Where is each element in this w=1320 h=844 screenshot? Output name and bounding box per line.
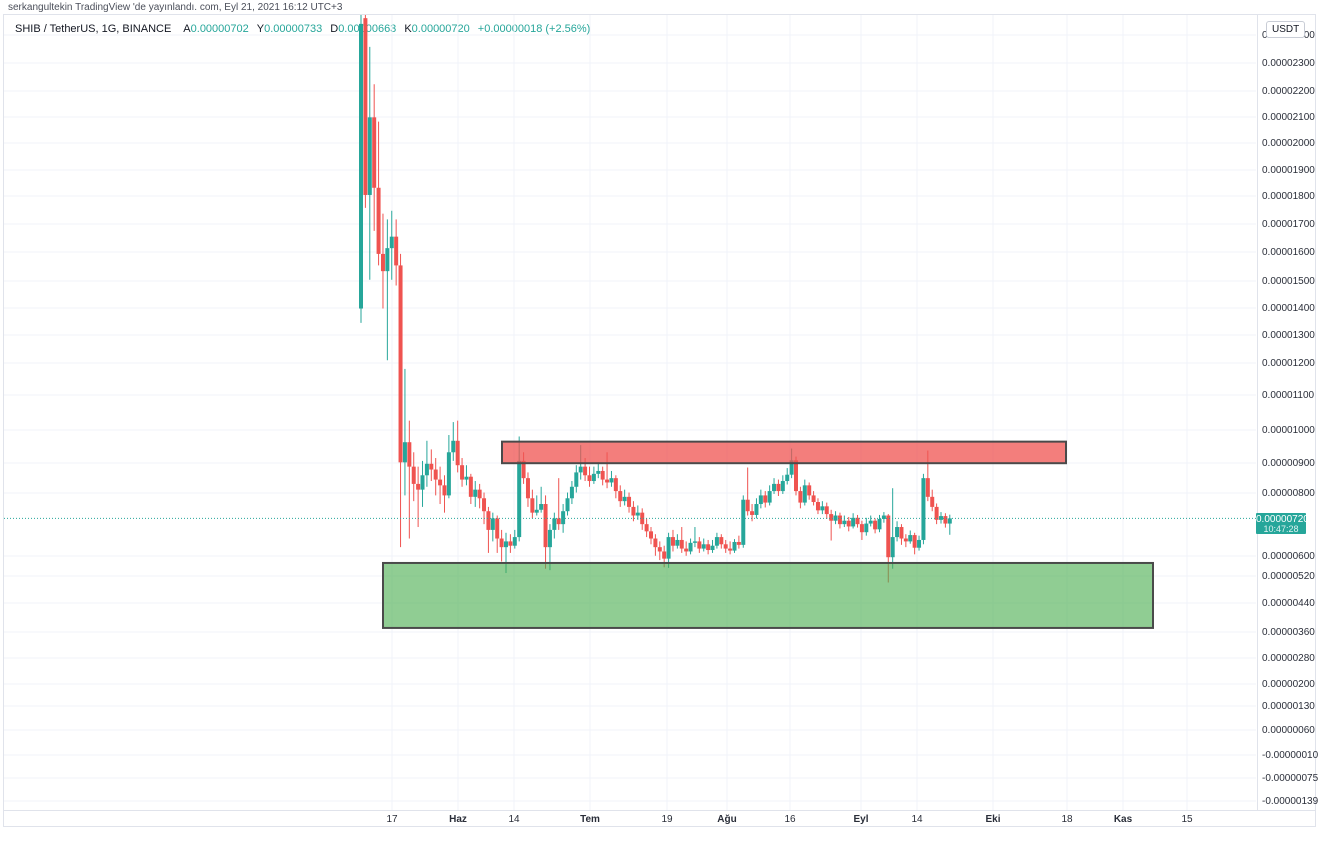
price-tick-label: -0.00000075 — [1262, 772, 1319, 784]
time-tick-label: Eki — [985, 814, 1001, 825]
price-tick-label: -0.00000010 — [1262, 749, 1319, 761]
ohlc-close: K0.00000720 — [404, 23, 470, 35]
price-tick-label: 0.00001800 — [1262, 190, 1315, 202]
time-tick-label: 18 — [1061, 814, 1073, 825]
price-tick-label: 0.00000440 — [1262, 597, 1315, 609]
price-tick-label: 0.00000520 — [1262, 570, 1315, 582]
time-tick-label: 14 — [508, 814, 520, 825]
price-tick-label: 0.00001600 — [1262, 246, 1315, 258]
price-tick-label: 0.00001100 — [1262, 389, 1315, 401]
price-tick-label: 0.00000060 — [1262, 724, 1315, 736]
price-tick-label: 0.00000600 — [1262, 550, 1315, 562]
price-tick-label: 0.00000280 — [1262, 652, 1315, 664]
currency-unit-button[interactable]: USDT — [1266, 21, 1306, 38]
change-value: +0.00000018 (+2.56%) — [477, 23, 591, 35]
time-tick-label: Haz — [449, 814, 467, 825]
ohlc-low: D0.00000663 — [330, 23, 397, 35]
chart-pane[interactable] — [4, 15, 1256, 810]
ohlc-high: Y0.00000733 — [256, 23, 323, 35]
price-tick-label: -0.00000139 — [1262, 795, 1319, 807]
price-tick-label: 0.00001200 — [1262, 357, 1315, 369]
ohlc-open: A0.00000702 — [183, 23, 249, 35]
price-tick-label: 0.00001300 — [1262, 329, 1315, 341]
price-tick-label: 0.00002300 — [1262, 57, 1315, 69]
time-tick-label: Eyl — [853, 814, 869, 825]
publish-attribution: serkangultekin TradingView 'de yayınland… — [8, 2, 343, 13]
footer-bar: TradingView — [0, 828, 1320, 844]
last-price-label: 0.00000720 10:47:28 — [1256, 513, 1309, 534]
time-tick-label: Tem — [580, 814, 600, 825]
last-price-value: 0.00000720 — [1256, 514, 1309, 525]
time-tick-label: 14 — [911, 814, 923, 825]
price-tick-label: 0.00001400 — [1262, 302, 1315, 314]
price-tick-label: 0.00001500 — [1262, 275, 1315, 287]
time-tick-label: 16 — [784, 814, 796, 825]
bar-countdown: 10:47:28 — [1263, 524, 1299, 534]
price-axis-separator — [1257, 14, 1258, 810]
chart-frame — [3, 14, 1316, 827]
symbol-legend: SHIB / TetherUS, 1G, BINANCE A0.00000702 Y… — [15, 23, 590, 35]
price-tick-label: 0.00002200 — [1262, 85, 1315, 97]
price-tick-label: 0.00001700 — [1262, 218, 1315, 230]
time-tick-label: 17 — [386, 814, 398, 825]
price-tick-label: 0.00001000 — [1262, 424, 1315, 436]
time-tick-label: Ağu — [717, 814, 737, 825]
price-tick-label: 0.00000360 — [1262, 626, 1315, 638]
price-tick-label: 0.00000130 — [1262, 700, 1315, 712]
price-tick-label: 0.00001900 — [1262, 164, 1315, 176]
time-tick-label: 19 — [661, 814, 673, 825]
price-tick-label: 0.00000900 — [1262, 457, 1315, 469]
time-tick-label: 15 — [1181, 814, 1193, 825]
price-tick-label: 0.00002100 — [1262, 111, 1315, 123]
time-tick-label: Kas — [1113, 814, 1133, 825]
price-tick-label: 0.00000800 — [1262, 487, 1315, 499]
price-tick-label: 0.00002000 — [1262, 137, 1315, 149]
time-axis-separator — [3, 810, 1316, 811]
price-tick-label: 0.00000200 — [1262, 678, 1315, 690]
symbol-title[interactable]: SHIB / TetherUS, 1G, BINANCE — [15, 23, 172, 35]
